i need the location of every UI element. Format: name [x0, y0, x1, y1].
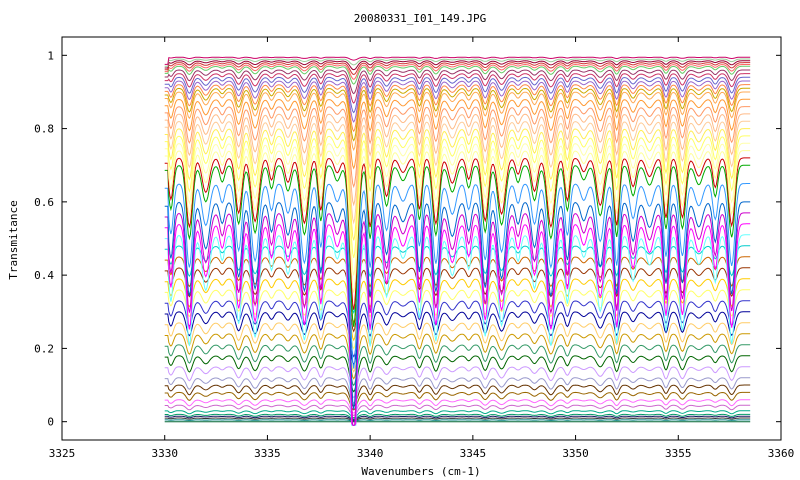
series-line	[164, 311, 751, 366]
series-line	[164, 80, 751, 123]
series-line	[164, 419, 751, 422]
series-line	[164, 73, 751, 104]
series-line	[164, 142, 751, 276]
series-line	[164, 128, 751, 241]
y-tick-label: 0.2	[34, 342, 54, 355]
series-line	[164, 63, 751, 80]
series-line	[164, 391, 751, 411]
series-line	[164, 322, 751, 373]
series-line	[164, 62, 751, 76]
x-tick-label: 3350	[562, 447, 589, 460]
x-axis: 3325 3330 3335 3340 3345 3350 3355 3360	[49, 37, 795, 460]
series-line	[164, 56, 751, 65]
series-line	[164, 150, 751, 293]
y-tick-label: 0.6	[34, 196, 54, 209]
series-line	[164, 120, 751, 225]
y-axis-label: Transmitance	[7, 200, 20, 279]
series-line	[164, 289, 751, 350]
series-line	[164, 164, 751, 327]
series-line	[164, 355, 751, 393]
x-axis-label: Wavenumbers (cm-1)	[361, 465, 480, 478]
series-line	[164, 113, 751, 207]
series-line	[164, 201, 751, 410]
series-line	[164, 58, 751, 67]
series-line	[164, 65, 751, 85]
y-axis: 0 0.2 0.4 0.6 0.8 1	[34, 49, 781, 429]
series-line	[164, 415, 751, 421]
y-tick-label: 1	[47, 49, 54, 62]
series-line	[164, 300, 751, 358]
series-line	[164, 278, 751, 342]
x-tick-label: 3360	[768, 447, 795, 460]
series-line	[164, 384, 751, 408]
series-line	[164, 69, 751, 95]
series-line	[164, 404, 751, 416]
series-line	[164, 413, 751, 420]
y-tick-label: 0	[47, 416, 54, 429]
series-line	[164, 212, 751, 426]
series-line	[164, 399, 751, 414]
series-line	[164, 267, 751, 333]
series-line	[164, 157, 751, 310]
series-line	[164, 223, 751, 426]
series-line	[164, 87, 751, 142]
series-line	[164, 256, 751, 324]
series-line	[164, 135, 751, 259]
series-line	[164, 98, 751, 170]
series-line	[164, 60, 751, 71]
series-group	[164, 56, 751, 426]
series-line	[164, 106, 751, 189]
x-tick-label: 3335	[254, 447, 281, 460]
x-tick-label: 3330	[151, 447, 178, 460]
x-tick-label: 3345	[460, 447, 487, 460]
series-line	[164, 234, 751, 426]
series-line	[164, 333, 751, 380]
x-tick-label: 3355	[665, 447, 692, 460]
series-line	[164, 344, 751, 387]
series-line	[164, 417, 751, 421]
series-line	[164, 91, 751, 152]
x-tick-label: 3325	[49, 447, 76, 460]
plot-frame	[61, 36, 782, 441]
y-tick-label: 0.4	[34, 269, 54, 282]
series-line	[164, 410, 751, 419]
series-line	[164, 84, 751, 133]
series-line	[164, 76, 751, 114]
series-line	[164, 377, 751, 404]
series-line	[164, 366, 751, 399]
y-tick-label: 0.8	[34, 123, 54, 136]
series-line	[164, 183, 751, 369]
chart-title: 20080331_I01_149.JPG	[354, 12, 486, 25]
x-tick-label: 3340	[357, 447, 384, 460]
